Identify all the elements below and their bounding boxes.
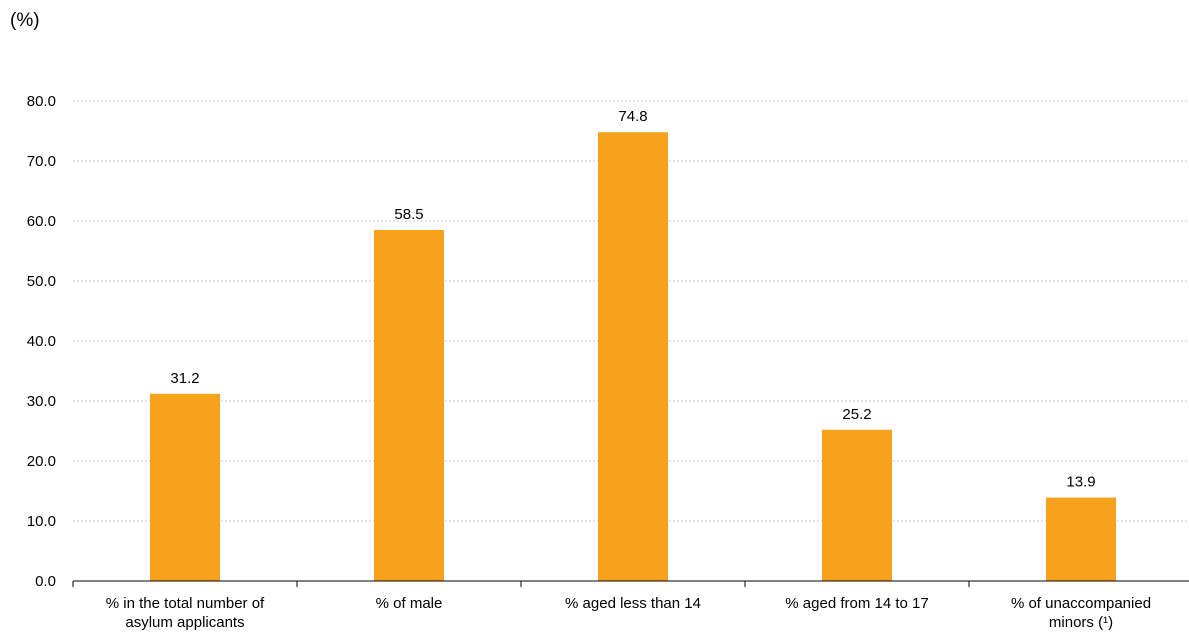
y-tick-label: 50.0 [27, 273, 56, 290]
y-axis: 0.0 10.0 20.0 30.0 40.0 50.0 60.0 70.0 80.0 [27, 93, 56, 590]
bar [598, 132, 668, 581]
y-tick-label: 0.0 [35, 573, 56, 590]
data-label: 31.2 [170, 370, 199, 387]
category-label: % of male [376, 595, 443, 612]
y-tick-label: 10.0 [27, 513, 56, 530]
data-label: 13.9 [1066, 474, 1095, 491]
category-label: % in the total number of [106, 595, 265, 612]
y-tick-label: 60.0 [27, 213, 56, 230]
x-axis: % in the total number of asylum applicant… [72, 580, 1189, 631]
bars [150, 132, 1116, 581]
category-label: % aged less than 14 [565, 595, 701, 612]
bar [150, 393, 220, 581]
data-labels: 31.2 58.5 74.8 25.2 13.9 [170, 108, 1095, 490]
category-label: % of unaccompanied [1011, 595, 1151, 612]
bar [1046, 497, 1116, 581]
category-label: minors (¹) [1049, 614, 1113, 631]
y-tick-label: 80.0 [27, 93, 56, 110]
category-label: asylum applicants [125, 614, 244, 631]
bar [374, 230, 444, 581]
category-label: % aged from 14 to 17 [785, 595, 928, 612]
y-tick-label: 70.0 [27, 153, 56, 170]
unit-label: (%) [10, 10, 40, 31]
y-tick-label: 40.0 [27, 333, 56, 350]
data-label: 25.2 [842, 406, 871, 423]
data-label: 74.8 [618, 108, 647, 125]
data-label: 58.5 [394, 206, 423, 223]
y-tick-label: 30.0 [27, 393, 56, 410]
bar [822, 429, 892, 581]
y-tick-label: 20.0 [27, 453, 56, 470]
